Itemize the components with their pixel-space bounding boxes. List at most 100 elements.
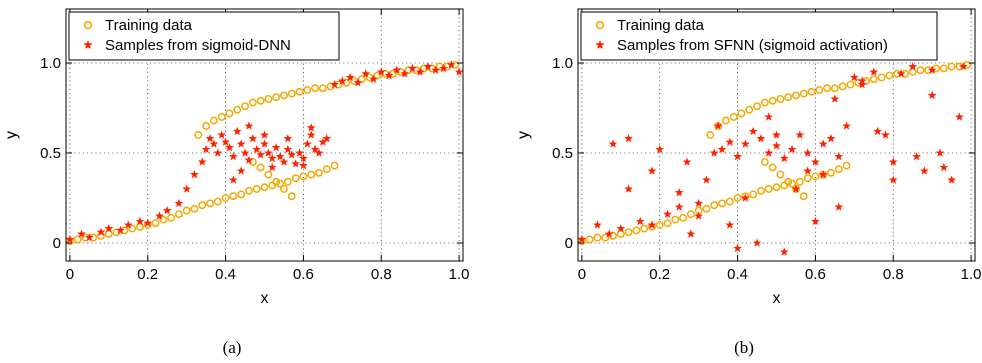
- training-data-point: [272, 177, 281, 186]
- sample-point: [252, 144, 262, 154]
- sample-point: [264, 148, 273, 157]
- training-data-point: [760, 98, 769, 107]
- sample-point: [779, 153, 789, 163]
- sample-point: [84, 233, 94, 242]
- training-data-point: [104, 230, 113, 238]
- sample-point: [275, 152, 285, 161]
- sample-point: [803, 166, 813, 175]
- x-tick-label: 1.0: [449, 266, 470, 283]
- training-data-point: [815, 86, 824, 94]
- sample-point: [205, 134, 215, 143]
- sample-point: [834, 152, 844, 161]
- sample-point: [65, 234, 75, 244]
- training-data-point: [373, 71, 382, 80]
- training-data-point: [624, 228, 633, 237]
- sample-point: [740, 193, 750, 202]
- training-data-point: [846, 80, 855, 89]
- sample-point: [811, 216, 820, 226]
- sample-point: [764, 112, 774, 121]
- training-data-point: [206, 199, 214, 208]
- sample-point: [236, 166, 246, 175]
- x-tick-label: 0.4: [215, 266, 236, 283]
- training-data-point: [287, 192, 296, 201]
- training-data-point: [721, 116, 730, 125]
- training-data-point: [287, 89, 296, 98]
- sample-point: [310, 144, 320, 154]
- training-data-point: [260, 183, 269, 192]
- training-data-point: [799, 89, 808, 98]
- training-data-point: [710, 201, 719, 210]
- training-data-point: [655, 221, 664, 229]
- training-data-point: [330, 161, 339, 170]
- training-data-point: [299, 172, 308, 181]
- training-data-point: [733, 194, 742, 202]
- x-axis-label: x: [261, 290, 269, 307]
- training-data-point: [248, 98, 257, 107]
- sample-point: [624, 134, 633, 143]
- sample-point: [271, 143, 281, 152]
- sample-point: [888, 175, 898, 184]
- training-data-point: [799, 192, 808, 201]
- training-data-point: [939, 64, 948, 73]
- training-data-point: [276, 179, 285, 188]
- sample-point: [888, 157, 898, 166]
- sample-point: [663, 209, 672, 218]
- sample-point: [647, 220, 657, 229]
- sample-point: [135, 216, 145, 226]
- sample-point: [228, 152, 238, 161]
- sample-point: [240, 148, 250, 157]
- sample-point: [361, 69, 371, 78]
- sample-point: [748, 126, 758, 136]
- sample-point: [431, 65, 441, 74]
- sample-point: [322, 134, 332, 143]
- sample-point: [217, 130, 227, 139]
- sample-point: [896, 69, 906, 78]
- y-tick-label: 0.5: [552, 145, 573, 162]
- sample-point: [927, 90, 937, 100]
- sample-point: [279, 157, 289, 166]
- training-data-point: [213, 197, 222, 206]
- x-tick-label: 0.2: [137, 266, 158, 283]
- y-axis-label: y: [3, 131, 20, 139]
- sample-point: [123, 220, 133, 229]
- sample-point: [702, 175, 711, 184]
- training-data-point: [585, 235, 594, 244]
- x-axis-label: x: [773, 290, 781, 307]
- training-data-point: [885, 71, 894, 80]
- training-data-point: [784, 93, 793, 102]
- sample-point: [209, 139, 219, 148]
- training-data-point: [764, 185, 773, 193]
- sample-point: [221, 137, 230, 146]
- training-data-point: [209, 116, 218, 125]
- training-data-point: [663, 219, 672, 228]
- training-data-point: [198, 201, 207, 210]
- sample-point: [791, 184, 801, 193]
- training-data-point: [256, 163, 265, 172]
- training-data-point: [256, 96, 265, 105]
- legend-marker-training-data: [83, 20, 93, 30]
- training-data-point: [772, 183, 781, 192]
- training-data-point: [729, 113, 738, 121]
- sample-point: [190, 170, 199, 179]
- training-data-point: [151, 219, 160, 228]
- sample-point: [826, 134, 836, 143]
- sample-point: [162, 206, 172, 215]
- sample-point: [96, 227, 106, 236]
- sample-point: [345, 72, 355, 82]
- sample-point: [779, 247, 789, 256]
- y-tick-label: 0.5: [40, 145, 61, 162]
- training-data-point: [768, 163, 777, 172]
- training-data-point: [908, 68, 917, 76]
- x-tick-label: 1.0: [961, 266, 982, 283]
- sample-point: [869, 67, 879, 76]
- sample-point: [174, 198, 184, 208]
- sample-point: [674, 202, 684, 211]
- legend-box: [580, 11, 938, 61]
- training-data-point: [601, 233, 610, 242]
- y-tick-label: 0: [565, 235, 573, 252]
- sample-point: [694, 211, 704, 220]
- training-data-point: [706, 131, 715, 139]
- sample-point: [772, 141, 781, 150]
- sample-point: [318, 137, 328, 146]
- training-data-point: [280, 185, 288, 193]
